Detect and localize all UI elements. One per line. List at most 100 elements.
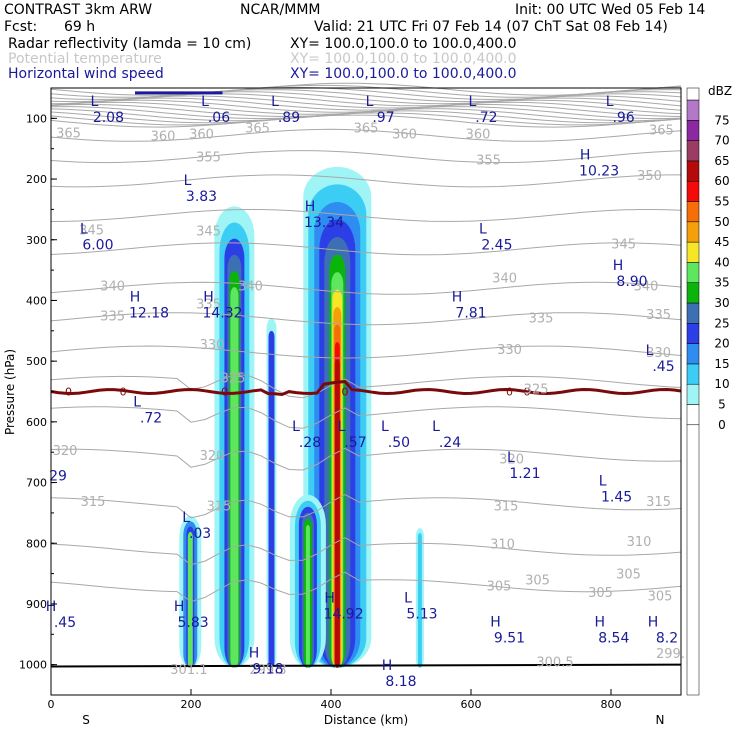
y-tick-label-4: 500 (26, 355, 47, 368)
zero-isotherm-label-1: 0 (120, 386, 127, 399)
theta-label-0: 365 (56, 126, 81, 141)
theta-label-7: 365 (649, 123, 674, 138)
reflectivity-cell-4-3 (187, 531, 193, 668)
colorbar-label-9: 45 (714, 235, 729, 249)
wind-speed-label-9: 6.00 (82, 238, 113, 254)
ground-line (50, 91, 682, 668)
wind-speed-label-21: 29 (49, 468, 67, 484)
colorbar-swatch-13 (686, 140, 700, 162)
theta-label-15: 340 (238, 279, 263, 294)
colorbar-label-2: 10 (714, 377, 729, 391)
fcst-value: 69 h (64, 19, 96, 35)
theta-label-10: 350 (637, 169, 662, 184)
theta-label-20: 335 (529, 311, 554, 326)
wind-speed-label-7: 3.83 (186, 189, 217, 205)
theta-label-13: 345 (611, 237, 636, 252)
wind-extremum-marker-19: L (381, 419, 389, 435)
wind-speed-label-4: .72 (475, 110, 497, 126)
wind-extremum-marker-24: L (182, 510, 190, 526)
theta-label-23: 330 (497, 343, 522, 358)
colorbar-label-14: 70 (714, 134, 729, 148)
colorbar-label-8: 40 (714, 255, 729, 269)
colorbar-unit: dBZ (708, 84, 732, 98)
theta-label-40: 305 (648, 589, 673, 604)
zero-isotherm-label-4: 0 (506, 386, 513, 399)
wind-speed-label-28: 5.13 (406, 607, 437, 623)
wind-extremum-marker-2: L (271, 94, 279, 110)
wind-extremum-marker-16: L (133, 395, 141, 411)
colorbar-swatch-5 (686, 302, 700, 324)
zero-isotherm-label-0: 0 (65, 386, 72, 399)
x-tick-label-2: 400 (321, 698, 342, 711)
theta-label-34: 310 (490, 537, 515, 552)
zero-isotherm-label-2: 0 (221, 386, 228, 399)
wind-extremum-marker-26: H (174, 599, 185, 615)
theta-line-25 (50, 406, 682, 429)
colorbar-swatch-6 (686, 282, 700, 304)
theta-line-19 (50, 209, 682, 222)
theta-line-20 (50, 242, 682, 256)
theta-label-9: 355 (476, 154, 501, 169)
reflectivity-cell-3-5 (305, 524, 310, 668)
wind-extremum-marker-11: H (613, 258, 624, 274)
theta-label-17: 340 (634, 279, 659, 294)
wind-speed-label-5: .96 (612, 110, 634, 126)
theta-label-27: 320 (53, 444, 78, 459)
wind-speed-label-6: 10.23 (579, 164, 619, 180)
colorbar-swatch-15 (686, 99, 700, 121)
field-reflectivity-name: Radar reflectivity (lamda = 10 cm) (8, 36, 252, 52)
colorbar-swatch-9 (686, 221, 700, 243)
wind-speed-label-0: 2.08 (93, 110, 124, 126)
wind-speed-label-17: .28 (299, 435, 321, 451)
field-theta-name: Potential temperature (8, 51, 162, 67)
wind-speed-label-3: .97 (372, 110, 394, 126)
y-axis-label: Pressure (hPa) (3, 349, 17, 435)
theta-label-3: 365 (245, 121, 270, 136)
colorbar-label-1: 5 (718, 398, 726, 412)
wind-speed-label-14: 7.81 (455, 306, 486, 322)
theta-label-44: 299. (656, 647, 685, 662)
wind-speed-label-31: 8.2 (656, 630, 678, 646)
reflectivity-cell-2-1 (268, 330, 275, 668)
theta-label-42: 299.3 (249, 663, 286, 678)
zero-isotherm-label-3: 0 (342, 386, 349, 399)
y-tick-label-0: 100 (26, 112, 47, 125)
wind-speed-label-20: .24 (439, 435, 461, 451)
theta-label-41: 301.1 (170, 663, 207, 678)
wind-speed-label-18: .57 (344, 435, 366, 451)
colorbar-swatch-2 (686, 363, 700, 385)
wind-extremum-marker-6: H (580, 148, 591, 164)
theta-line-13 (50, 110, 682, 124)
theta-line-16 (50, 128, 682, 142)
wind-extremum-marker-1: L (201, 94, 209, 110)
x-axis-south-label: S (82, 713, 90, 727)
wind-extremum-marker-30: H (595, 614, 606, 630)
y-tick-label-7: 800 (26, 537, 47, 550)
wind-speed-label-1: .06 (208, 110, 230, 126)
theta-line-23 (50, 345, 682, 359)
theta-label-12: 345 (196, 225, 221, 240)
colorbar-swatch-7 (686, 262, 700, 283)
wind-extremum-marker-32: H (249, 645, 260, 661)
theta-label-14: 340 (100, 279, 125, 294)
theta-label-24: 330 (646, 346, 671, 361)
theta-label-21: 335 (646, 308, 671, 323)
colorbar-label-3: 15 (714, 357, 729, 371)
wind-extremum-marker-10: L (479, 222, 487, 238)
colorbar-label-12: 60 (714, 174, 729, 188)
theta-line-7 (50, 97, 682, 111)
theta-label-2: 360 (189, 128, 214, 143)
theta-label-28: 320 (200, 449, 225, 464)
colorbar: dBZ 0 5 10 15 20 25 30 35 40 45 50 55 60 65 70 75 (686, 84, 732, 696)
wind-speed-label-27: 14.92 (324, 607, 364, 623)
field-theta-xy: XY= 100.0,100.0 to 100.0,400.0 (290, 51, 517, 67)
wind-extremum-marker-9: L (80, 222, 88, 238)
wind-speed-label-19: .50 (388, 435, 410, 451)
field-reflectivity-xy: XY= 100.0,100.0 to 100.0,400.0 (290, 36, 517, 52)
x-tick-label-4: 800 (601, 698, 622, 711)
wind-extremum-marker-29: H (490, 614, 501, 630)
wind-extremum-marker-31: H (648, 614, 659, 630)
x-axis-north-label: N (656, 713, 665, 727)
wind-speed-label-8: 13.34 (304, 215, 344, 231)
